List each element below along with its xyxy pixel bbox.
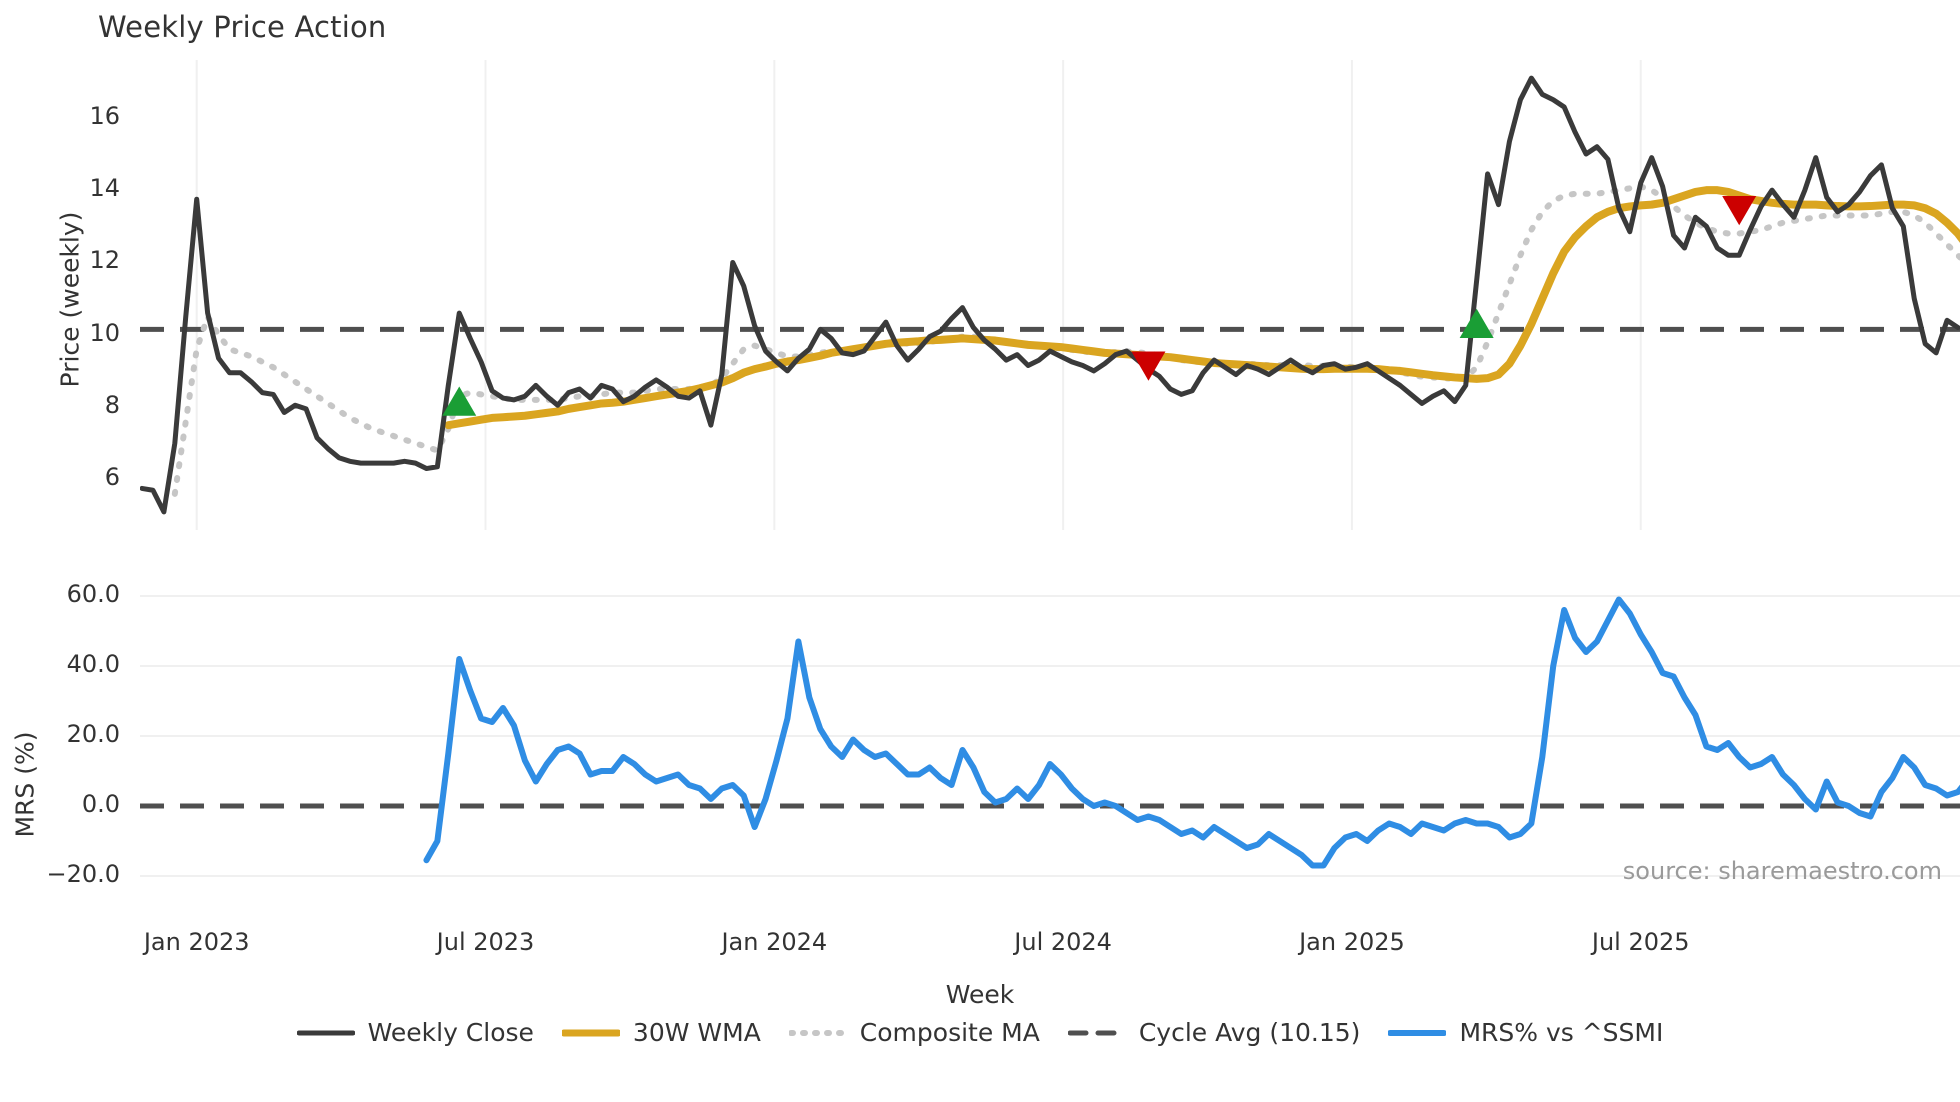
x-tick-label: Jul 2023 — [436, 928, 535, 956]
series-weekly-close — [140, 75, 1960, 515]
legend-label: 30W WMA — [632, 1018, 761, 1047]
price-y-tick-label: 14 — [89, 174, 120, 203]
x-tick-label: Jan 2023 — [143, 928, 250, 956]
price-plot — [140, 60, 1960, 530]
legend-item[interactable]: MRS% vs ^SSMI — [1387, 1018, 1664, 1047]
legend-label: Weekly Close — [367, 1018, 534, 1047]
price-y-tick-label: 16 — [89, 101, 120, 130]
page-title: Weekly Price Action — [98, 10, 387, 44]
mrs-y-tick-label: 40.0 — [66, 650, 120, 678]
series-mrs-vs-ssmi — [423, 596, 1960, 869]
mrs-y-tick-label: 0.0 — [81, 790, 120, 818]
legend-item[interactable]: Weekly Close — [296, 1018, 534, 1047]
legend-swatch-icon — [296, 1022, 356, 1044]
source-watermark: source: sharemaestro.com — [1622, 857, 1942, 885]
legend-swatch-icon — [560, 1022, 622, 1044]
x-tick-label: Jul 2025 — [1591, 928, 1690, 956]
legend-item[interactable]: 30W WMA — [560, 1018, 761, 1047]
price-axis-label: Price (weekly) — [55, 211, 85, 388]
x-axis-label: Week — [945, 980, 1015, 1009]
chart-legend: Weekly Close 30W WMA Composite MA Cycle Avg… — [0, 1018, 1960, 1047]
sell-marker-icon — [1131, 351, 1166, 381]
price-y-tick-label: 8 — [104, 391, 120, 420]
mrs-y-tick-label: 60.0 — [66, 580, 120, 608]
sell-marker-icon — [1722, 195, 1757, 226]
buy-marker-icon — [1459, 308, 1494, 338]
buy-marker-icon — [442, 386, 477, 416]
legend-swatch-icon — [1387, 1022, 1448, 1044]
mrs-plot — [140, 595, 1960, 877]
legend-item[interactable]: Cycle Avg (10.15) — [1067, 1018, 1361, 1047]
price-y-tick-label: 12 — [89, 246, 120, 275]
legend-swatch-icon — [787, 1022, 848, 1044]
legend-label: Cycle Avg (10.15) — [1138, 1018, 1361, 1047]
price-panel — [140, 60, 1960, 530]
price-y-tick-label: 6 — [104, 463, 120, 492]
x-tick-label: Jan 2025 — [1299, 928, 1405, 956]
price-y-tick-label: 10 — [89, 318, 120, 347]
legend-label: MRS% vs ^SSMI — [1459, 1018, 1664, 1047]
mrs-y-tick-label: −20.0 — [46, 860, 120, 888]
legend-label: Composite MA — [859, 1018, 1040, 1047]
x-tick-label: Jul 2024 — [1014, 928, 1112, 956]
legend-item[interactable]: Composite MA — [787, 1018, 1040, 1047]
mrs-y-tick-label: 20.0 — [66, 720, 120, 748]
series-30w-wma — [444, 186, 1960, 430]
x-tick-label: Jan 2024 — [721, 928, 828, 956]
mrs-panel — [140, 568, 1960, 918]
series-composite-ma — [171, 183, 1960, 497]
legend-swatch-icon — [1067, 1022, 1127, 1044]
